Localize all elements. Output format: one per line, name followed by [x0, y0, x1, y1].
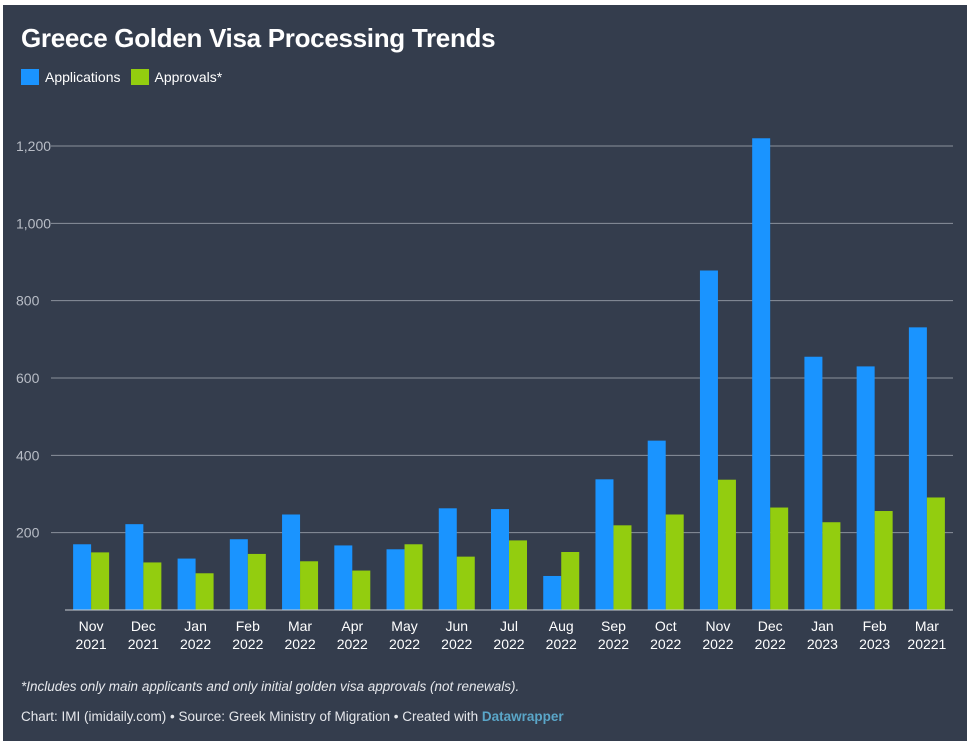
y-tick-label: 1,000 — [16, 215, 51, 231]
bar-approvals — [926, 497, 945, 610]
bar-chart: 200 400 600 800 1,000 1,200 Nov 2021 Dec 2021 Jan 2… — [16, 138, 953, 652]
x-tick-label-year: 2022 — [441, 636, 472, 652]
x-tick-label-year: 2022 — [232, 636, 263, 652]
x-tick-label-year: 2022 — [284, 636, 315, 652]
x-tick-label-year: 2022 — [650, 636, 681, 652]
x-tick-label-year: 2022 — [337, 636, 368, 652]
x-tick-label-year: 2023 — [859, 636, 890, 652]
bar-approvals — [195, 573, 214, 610]
datawrapper-link[interactable]: Datawrapper — [481, 709, 564, 724]
x-tick-label-year: 2022 — [546, 636, 577, 652]
bar-applications — [804, 356, 823, 610]
x-tick-label-month: Apr — [341, 618, 363, 634]
bar-applications — [595, 479, 614, 610]
bar-applications — [491, 509, 509, 610]
bar-approvals — [613, 525, 632, 610]
x-tick-label-year: 2022 — [493, 636, 524, 652]
x-tick-label-month: Jan — [811, 618, 834, 634]
x-tick-label-month: Dec — [131, 618, 156, 634]
bar-applications — [752, 138, 771, 610]
bar-approvals — [665, 514, 684, 610]
y-tick-label: 400 — [16, 447, 40, 463]
x-tick-label-year: 2022 — [389, 636, 420, 652]
bar-applications — [282, 514, 301, 610]
bar-applications — [908, 327, 927, 610]
footnote: *Includes only main applicants and only … — [21, 679, 520, 694]
x-tick-label-year: 2022 — [755, 636, 786, 652]
bar-applications — [73, 544, 92, 610]
bar-applications — [699, 270, 718, 610]
legend-label-applications: Applications — [45, 69, 121, 85]
bar-approvals — [143, 562, 162, 610]
bar-approvals — [874, 511, 893, 610]
x-tick-label-month: Nov — [79, 618, 104, 634]
x-tick-label-month: Feb — [236, 618, 260, 634]
chart-frame: Greece Golden Visa Processing Trends App… — [3, 5, 967, 741]
bar-approvals — [822, 522, 841, 610]
x-tick-label-month: May — [391, 618, 417, 634]
x-tick-label-month: Jan — [184, 618, 207, 634]
x-tick-label-month: Dec — [758, 618, 783, 634]
bar-approvals — [770, 507, 789, 610]
x-tick-label-month: Oct — [655, 618, 677, 634]
credits-text: Chart: IMI (imidaily.com) • Source: Gree… — [21, 709, 482, 724]
bar-applications — [543, 575, 562, 610]
y-tick-label: 200 — [16, 525, 40, 541]
bar-approvals — [91, 552, 110, 610]
y-tick-label: 1,200 — [16, 138, 51, 154]
bar-applications — [125, 524, 144, 610]
x-tick-label-year: 2021 — [128, 636, 159, 652]
y-tick-label: 800 — [16, 293, 40, 309]
bar-approvals — [561, 552, 580, 610]
x-tick-label-month: Aug — [549, 618, 574, 634]
bar-applications — [386, 549, 405, 610]
x-tick-label-month: Nov — [705, 618, 730, 634]
legend: Applications Approvals* — [21, 69, 232, 85]
bar-applications — [229, 539, 248, 610]
x-tick-label-year: 2022 — [702, 636, 733, 652]
x-tick-label-year: 2021 — [76, 636, 107, 652]
bar-applications — [177, 558, 196, 610]
credits: Chart: IMI (imidaily.com) • Source: Gree… — [21, 709, 564, 724]
bar-approvals — [717, 479, 736, 610]
legend-swatch-approvals — [130, 69, 149, 85]
bar-approvals — [509, 540, 527, 610]
bar-approvals — [404, 544, 423, 610]
bar-applications — [856, 366, 875, 610]
bar-approvals — [300, 561, 319, 610]
legend-swatch-applications — [21, 69, 39, 85]
y-tick-label: 600 — [16, 370, 40, 386]
x-tick-label-month: Feb — [863, 618, 887, 634]
x-tick-label-year: 20221 — [907, 636, 946, 652]
bar-approvals — [352, 570, 371, 610]
x-tick-label-month: Jun — [445, 618, 468, 634]
chart-title: Greece Golden Visa Processing Trends — [21, 23, 496, 53]
x-tick-label-year: 2023 — [807, 636, 838, 652]
x-tick-label-month: Jul — [500, 618, 518, 634]
x-tick-label-year: 2022 — [598, 636, 629, 652]
x-tick-label-year: 2022 — [180, 636, 211, 652]
bar-approvals — [247, 553, 266, 610]
legend-label-approvals: Approvals* — [154, 69, 223, 85]
bar-applications — [334, 545, 353, 610]
bar-applications — [438, 508, 457, 610]
x-tick-label-month: Mar — [915, 618, 939, 634]
legend-item-applications: Applications — [21, 69, 121, 85]
bar-approvals — [456, 556, 475, 610]
x-tick-label-month: Mar — [288, 618, 312, 634]
legend-item-approvals: Approvals* — [130, 69, 223, 85]
bar-applications — [647, 440, 666, 610]
x-tick-label-month: Sep — [601, 618, 626, 634]
